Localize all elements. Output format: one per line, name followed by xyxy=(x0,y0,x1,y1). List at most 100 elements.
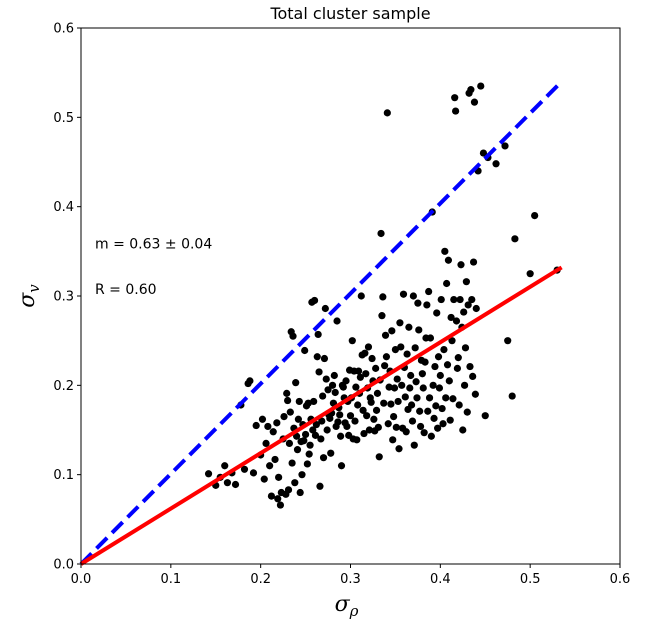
data-point xyxy=(460,381,469,389)
data-point xyxy=(365,426,373,434)
data-point xyxy=(312,421,320,429)
data-point xyxy=(303,460,311,468)
data-point xyxy=(337,462,346,470)
data-point xyxy=(441,247,449,255)
data-point xyxy=(381,331,390,339)
data-point xyxy=(412,378,420,386)
data-point xyxy=(409,292,417,300)
data-point xyxy=(392,423,400,431)
data-point xyxy=(249,469,258,477)
data-point xyxy=(362,370,370,378)
y-axis-label: σv xyxy=(15,284,43,308)
data-point xyxy=(442,394,450,402)
data-point xyxy=(314,330,322,339)
data-point xyxy=(285,439,294,447)
data-point xyxy=(459,426,467,434)
data-point xyxy=(446,416,454,424)
data-point xyxy=(295,397,303,406)
fit-line xyxy=(79,265,563,566)
data-point xyxy=(373,389,382,397)
data-point xyxy=(381,362,389,370)
data-point xyxy=(252,421,260,430)
data-point xyxy=(423,301,431,309)
data-point xyxy=(451,94,459,102)
data-point xyxy=(430,414,438,422)
data-point xyxy=(479,149,488,157)
data-point xyxy=(289,332,297,340)
data-point xyxy=(343,422,351,431)
data-point xyxy=(283,389,291,397)
data-point xyxy=(262,439,270,447)
data-point xyxy=(333,317,341,325)
data-point xyxy=(375,453,383,461)
data-point xyxy=(387,400,395,408)
data-point xyxy=(301,346,309,355)
data-point xyxy=(384,420,392,428)
data-point xyxy=(342,377,350,385)
data-point xyxy=(378,312,386,320)
x-axis-label-sub: ρ xyxy=(349,602,359,620)
data-point xyxy=(471,390,479,398)
data-point xyxy=(334,418,342,426)
data-point xyxy=(372,406,381,414)
data-point xyxy=(354,367,363,375)
data-point xyxy=(410,441,418,449)
data-point xyxy=(508,392,516,400)
data-point xyxy=(433,309,441,317)
data-point xyxy=(316,482,324,490)
data-point xyxy=(300,437,308,445)
x-axis-label: σρ xyxy=(335,592,359,620)
data-point xyxy=(240,465,249,473)
data-point xyxy=(231,480,240,489)
data-point xyxy=(477,82,485,90)
data-point xyxy=(294,415,302,423)
data-point xyxy=(420,429,428,437)
data-point xyxy=(319,454,328,462)
chart-title: Total cluster sample xyxy=(269,4,430,23)
data-point xyxy=(434,353,443,361)
data-point xyxy=(353,436,361,444)
data-point xyxy=(368,354,376,363)
data-point xyxy=(443,279,451,288)
y-tick-label: 0.6 xyxy=(53,22,74,37)
data-point xyxy=(266,462,274,470)
data-point xyxy=(418,370,426,378)
data-point xyxy=(311,431,320,439)
data-point xyxy=(414,299,422,307)
data-point xyxy=(397,343,405,351)
data-point xyxy=(421,358,429,366)
data-point xyxy=(395,445,403,453)
data-point xyxy=(416,422,425,431)
data-point xyxy=(429,381,437,389)
data-point xyxy=(413,394,421,402)
data-point xyxy=(293,446,302,454)
data-point xyxy=(291,479,299,487)
data-point xyxy=(452,317,461,325)
data-point xyxy=(273,419,281,427)
x-tick-label: 0.1 xyxy=(160,572,181,587)
data-point xyxy=(346,412,355,420)
data-point xyxy=(444,256,453,264)
data-point xyxy=(462,278,470,286)
data-point xyxy=(445,377,453,385)
data-point xyxy=(434,424,442,432)
data-point xyxy=(348,337,356,345)
data-point xyxy=(275,473,283,481)
data-point xyxy=(357,292,365,300)
data-point xyxy=(405,323,413,331)
data-point xyxy=(310,296,319,305)
data-point xyxy=(267,492,276,500)
data-point xyxy=(269,428,277,436)
series-layer xyxy=(79,80,564,566)
data-point xyxy=(403,350,411,358)
data-point xyxy=(416,407,424,415)
data-point xyxy=(454,354,462,362)
data-point xyxy=(447,313,455,322)
data-point xyxy=(463,408,471,416)
data-point xyxy=(379,293,387,301)
data-point xyxy=(339,383,347,391)
data-point xyxy=(449,395,457,403)
data-point xyxy=(461,344,470,352)
data-point xyxy=(309,426,317,434)
